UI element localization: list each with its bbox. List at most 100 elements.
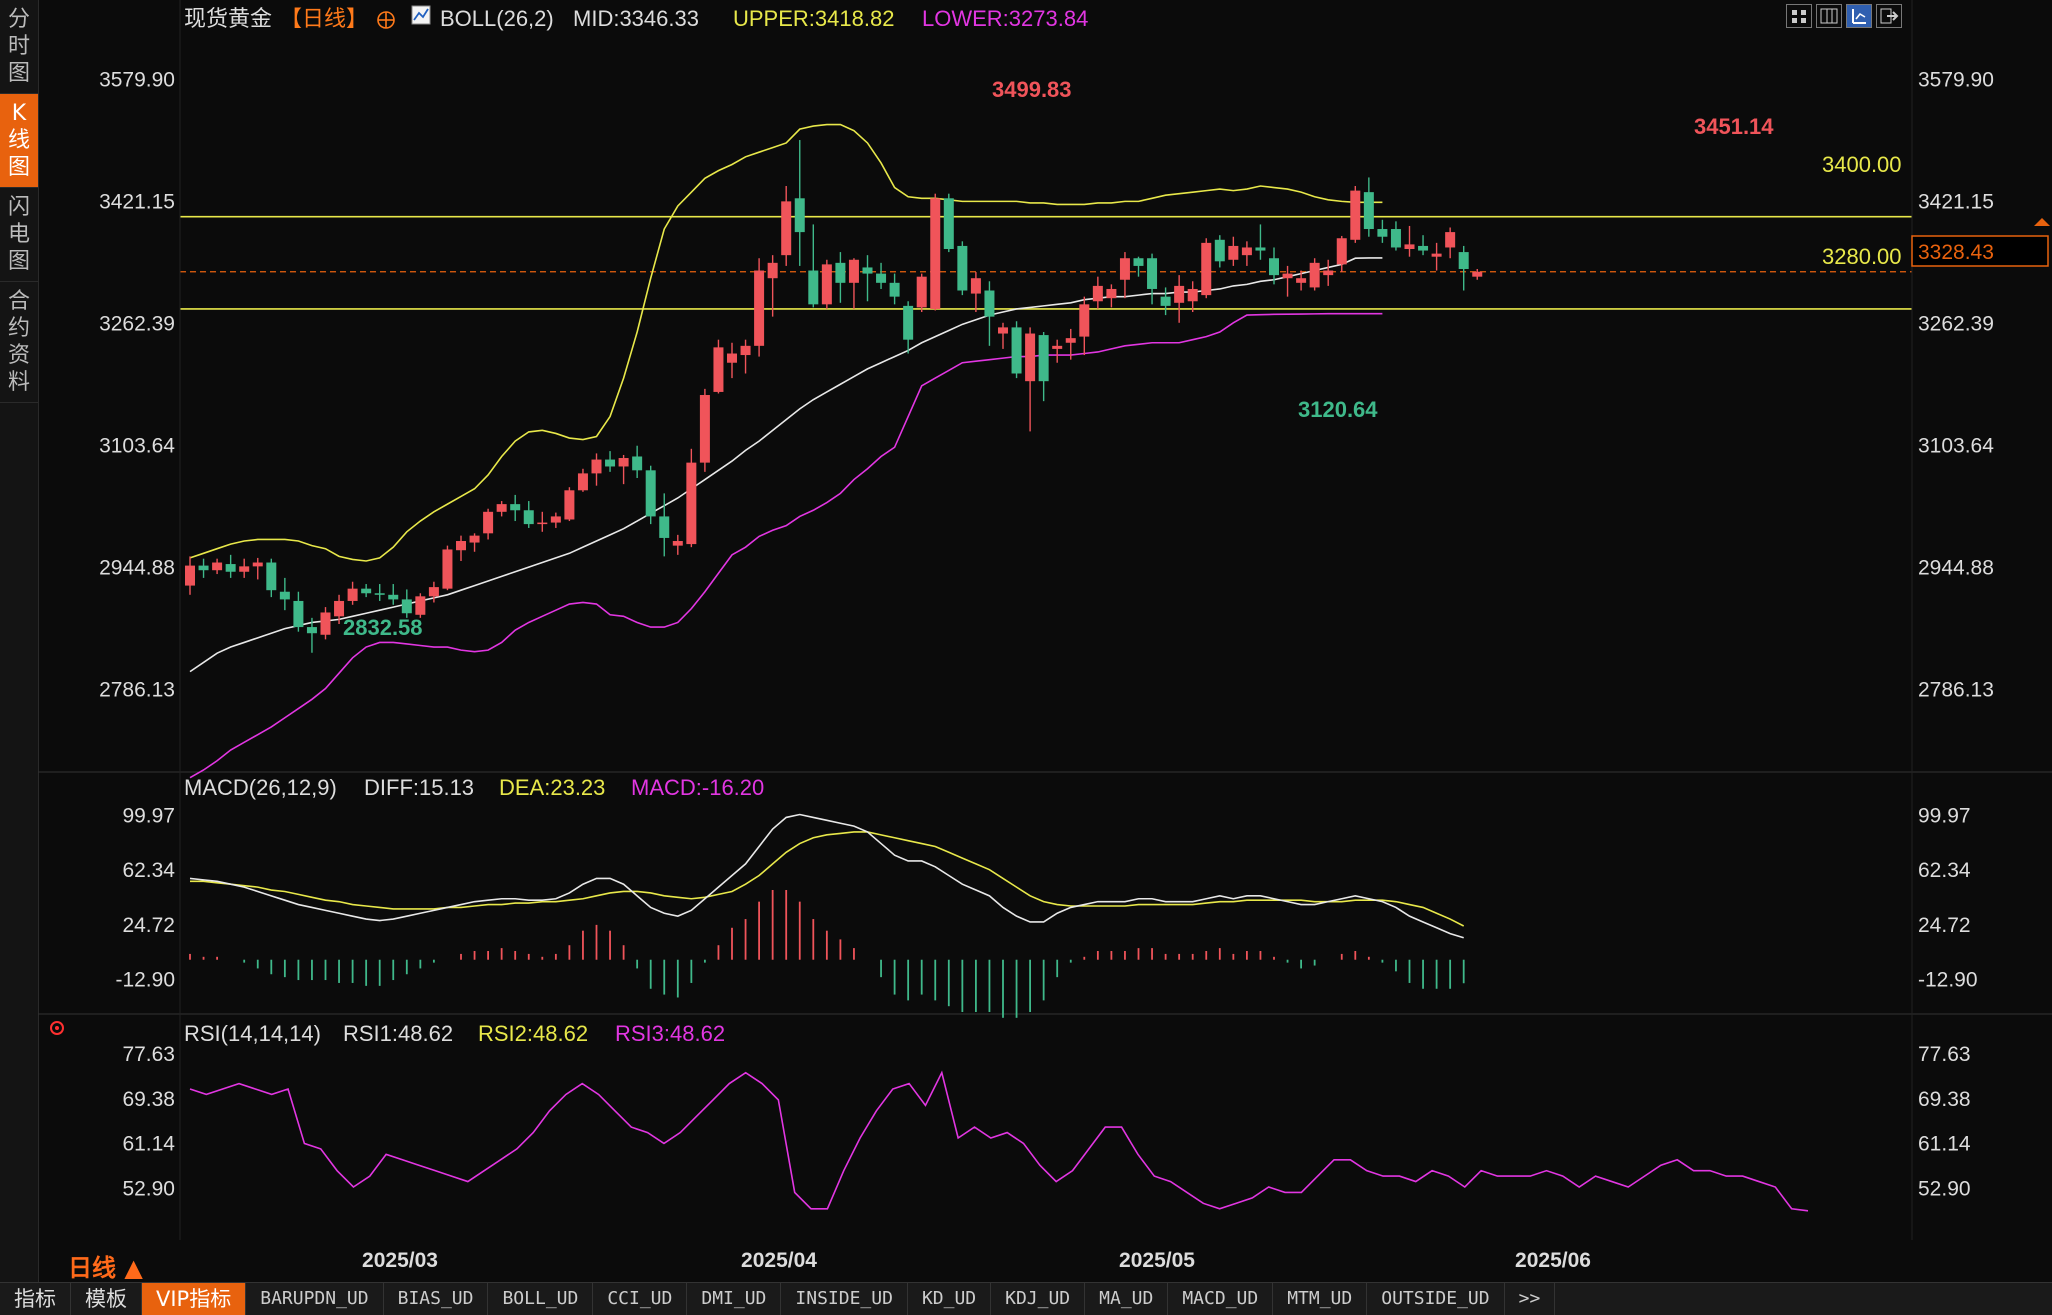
rsi3-value: RSI3:48.62 <box>615 1021 725 1046</box>
candle <box>1228 236 1239 266</box>
candle <box>889 273 900 305</box>
tab-flash-chart[interactable]: 闪电图 <box>0 188 38 282</box>
candle-body <box>1011 327 1022 374</box>
y-tick-label-right: 2944.88 <box>1918 556 1994 579</box>
candle <box>659 493 670 557</box>
candle <box>1431 242 1442 271</box>
chart-canvas[interactable]: 3579.90 3579.90 3421.15 3421.15 3262.39 3262.… <box>0 0 2052 1282</box>
candle <box>1472 268 1483 280</box>
candle <box>1255 224 1266 260</box>
candle <box>1269 247 1279 285</box>
candle-body <box>415 596 426 615</box>
candle-body <box>794 198 805 233</box>
export-arrow-icon[interactable] <box>1876 4 1902 28</box>
settings-gear-icon[interactable] <box>50 1021 64 1035</box>
candle <box>1079 296 1090 356</box>
sidebar-tab-char: 图 <box>7 61 30 86</box>
candle-body <box>1363 192 1374 230</box>
indicator-tab[interactable]: 指标 <box>0 1283 71 1315</box>
layout-grid-icon[interactable] <box>1786 4 1812 28</box>
macd-histogram-value: MACD:-16.20 <box>631 775 764 800</box>
tab-time-chart[interactable]: 分时图 <box>0 0 38 94</box>
indicator-tab[interactable]: KD_UD <box>908 1283 992 1315</box>
indicator-tab[interactable]: CCI_UD <box>593 1283 688 1315</box>
hline-3280-label: 3280.00 <box>1822 244 1902 269</box>
candle-body <box>591 459 602 474</box>
candle <box>970 272 981 313</box>
boll-mid-line <box>189 257 1383 673</box>
candle-body <box>862 267 873 274</box>
candle-body <box>916 276 927 308</box>
crosshair-toggle-icon[interactable] <box>377 11 395 29</box>
candle-body <box>659 516 670 538</box>
candle-body <box>1025 333 1036 382</box>
y-tick-label-left: 3421.15 <box>99 190 175 213</box>
candle-body <box>550 516 561 523</box>
candle <box>1119 252 1130 299</box>
candle-body <box>835 262 846 283</box>
y-tick-label-right: 3421.15 <box>1918 190 1994 213</box>
indicator-tab[interactable]: OUTSIDE_UD <box>1367 1283 1505 1315</box>
price-alert-arrow-icon[interactable] <box>2034 218 2050 226</box>
indicator-tab[interactable]: VIP指标 <box>142 1283 247 1315</box>
candle <box>456 535 466 561</box>
sidebar-tab-char: 线 <box>7 128 30 153</box>
candle-body <box>848 259 859 283</box>
candle-body <box>212 562 223 571</box>
indicator-tab[interactable]: BIAS_UD <box>384 1283 489 1315</box>
boll-upper-line <box>189 123 1383 562</box>
candle-body <box>496 504 507 512</box>
candle-body <box>672 541 683 546</box>
candle-body <box>1052 345 1063 349</box>
macd-y-tick-right: 62.34 <box>1918 859 1971 882</box>
candle <box>794 140 805 266</box>
indicator-tab[interactable]: KDJ_UD <box>991 1283 1086 1315</box>
candle <box>361 584 372 598</box>
candle <box>496 501 507 517</box>
indicator-tab[interactable]: DMI_UD <box>687 1283 782 1315</box>
candle-body <box>781 201 792 256</box>
indicator-tab[interactable]: MA_UD <box>1085 1283 1169 1315</box>
y-tick-label-right: 2786.13 <box>1918 678 1994 701</box>
chart-type-icon[interactable] <box>1846 4 1872 28</box>
macd-y-tick-left: 24.72 <box>122 914 175 937</box>
candle-body <box>374 593 385 595</box>
candle <box>1323 259 1334 286</box>
candle <box>239 558 250 578</box>
candle-body <box>1458 252 1469 269</box>
candle <box>632 445 643 478</box>
indicator-chart-icon[interactable] <box>411 5 431 25</box>
candle <box>523 501 534 528</box>
candle-body <box>252 562 263 567</box>
period-selector[interactable]: 日线 ▲ <box>68 1254 143 1282</box>
indicator-tab[interactable]: BOLL_UD <box>488 1283 594 1315</box>
candle-body <box>1133 258 1144 266</box>
indicator-tab[interactable]: MTM_UD <box>1273 1283 1368 1315</box>
rsi-y-tick-right: 69.38 <box>1918 1088 1971 1111</box>
candle-body <box>876 273 887 283</box>
candle-body <box>970 278 981 294</box>
candle <box>1214 235 1225 268</box>
candle <box>672 534 683 555</box>
last-price-badge: 3328.43 <box>1911 218 2050 267</box>
candle <box>848 258 859 309</box>
indicator-tab[interactable]: 模板 <box>71 1283 142 1315</box>
candle-body <box>388 594 399 600</box>
indicator-tab[interactable]: INSIDE_UD <box>781 1283 908 1315</box>
multi-chart-icon[interactable] <box>1816 4 1842 28</box>
y-tick-label-left: 3262.39 <box>99 312 175 335</box>
candle <box>279 577 290 611</box>
indicator-tab[interactable]: MACD_UD <box>1168 1283 1274 1315</box>
sidebar-tab-char: 约 <box>7 316 30 341</box>
tab-contract-info[interactable]: 合约资料 <box>0 282 38 403</box>
boll-lower-value: LOWER:3273.84 <box>922 6 1088 31</box>
indicator-tab[interactable]: >> <box>1505 1283 1556 1315</box>
boll-upper-value: UPPER:3418.82 <box>733 6 894 31</box>
candle <box>984 281 995 346</box>
candle <box>374 584 385 601</box>
indicator-tab[interactable]: BARUPDN_UD <box>246 1283 384 1315</box>
period-title: 【日线】 <box>280 6 368 31</box>
candle <box>916 273 927 313</box>
candle-body <box>645 470 656 517</box>
